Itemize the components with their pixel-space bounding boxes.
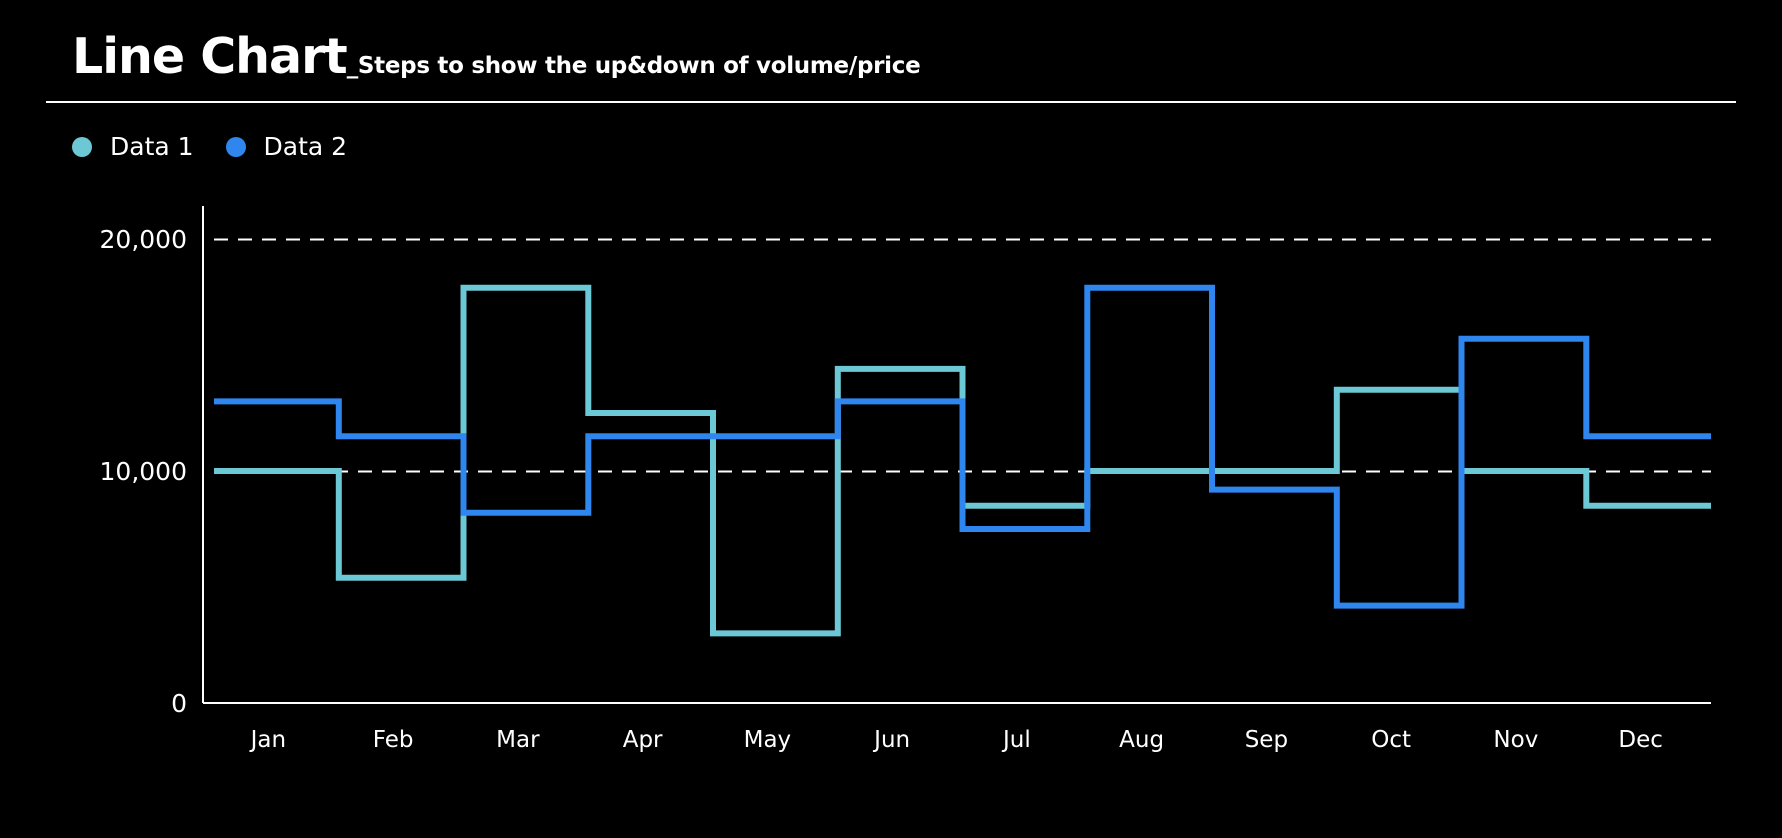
x-tick-label-oct: Oct bbox=[1371, 727, 1411, 753]
x-tick-label-apr: Apr bbox=[623, 727, 663, 753]
x-tick-label-nov: Nov bbox=[1493, 727, 1538, 753]
y-tick-label-20000: 20,000 bbox=[100, 225, 187, 254]
x-tick-label-aug: Aug bbox=[1119, 727, 1164, 753]
x-tick-label-sep: Sep bbox=[1245, 727, 1288, 753]
x-tick-label-mar: Mar bbox=[496, 727, 540, 753]
y-tick-label-0: 0 bbox=[171, 689, 187, 718]
legend-label-data-2: Data 2 bbox=[263, 132, 348, 161]
legend-marker-data-1 bbox=[72, 136, 92, 157]
x-tick-label-may: May bbox=[744, 727, 792, 753]
x-tick-label-jan: Jan bbox=[249, 727, 286, 753]
chart-legend: Data 1 Data 2 bbox=[72, 132, 379, 161]
chart-header: Line Chart_Steps to show the up&down of … bbox=[72, 28, 921, 85]
chart-title: Line Chart bbox=[72, 28, 348, 85]
legend-item-data-2[interactable]: Data 2 bbox=[225, 132, 348, 161]
series-line-data-2 bbox=[214, 284, 1711, 609]
chart-subtitle: _Steps to show the up&down of volume/pri… bbox=[346, 53, 921, 79]
legend-marker-data-2 bbox=[225, 136, 246, 157]
header-divider bbox=[46, 101, 1736, 103]
legend-item-data-1[interactable]: Data 1 bbox=[72, 132, 194, 161]
x-tick-label-feb: Feb bbox=[373, 727, 414, 753]
x-tick-label-jul: Jul bbox=[1001, 727, 1031, 753]
x-tick-label-jun: Jun bbox=[872, 727, 910, 753]
x-tick-label-dec: Dec bbox=[1618, 727, 1663, 753]
legend-label-data-1: Data 1 bbox=[110, 132, 194, 161]
y-tick-label-10000: 10,000 bbox=[100, 457, 187, 486]
